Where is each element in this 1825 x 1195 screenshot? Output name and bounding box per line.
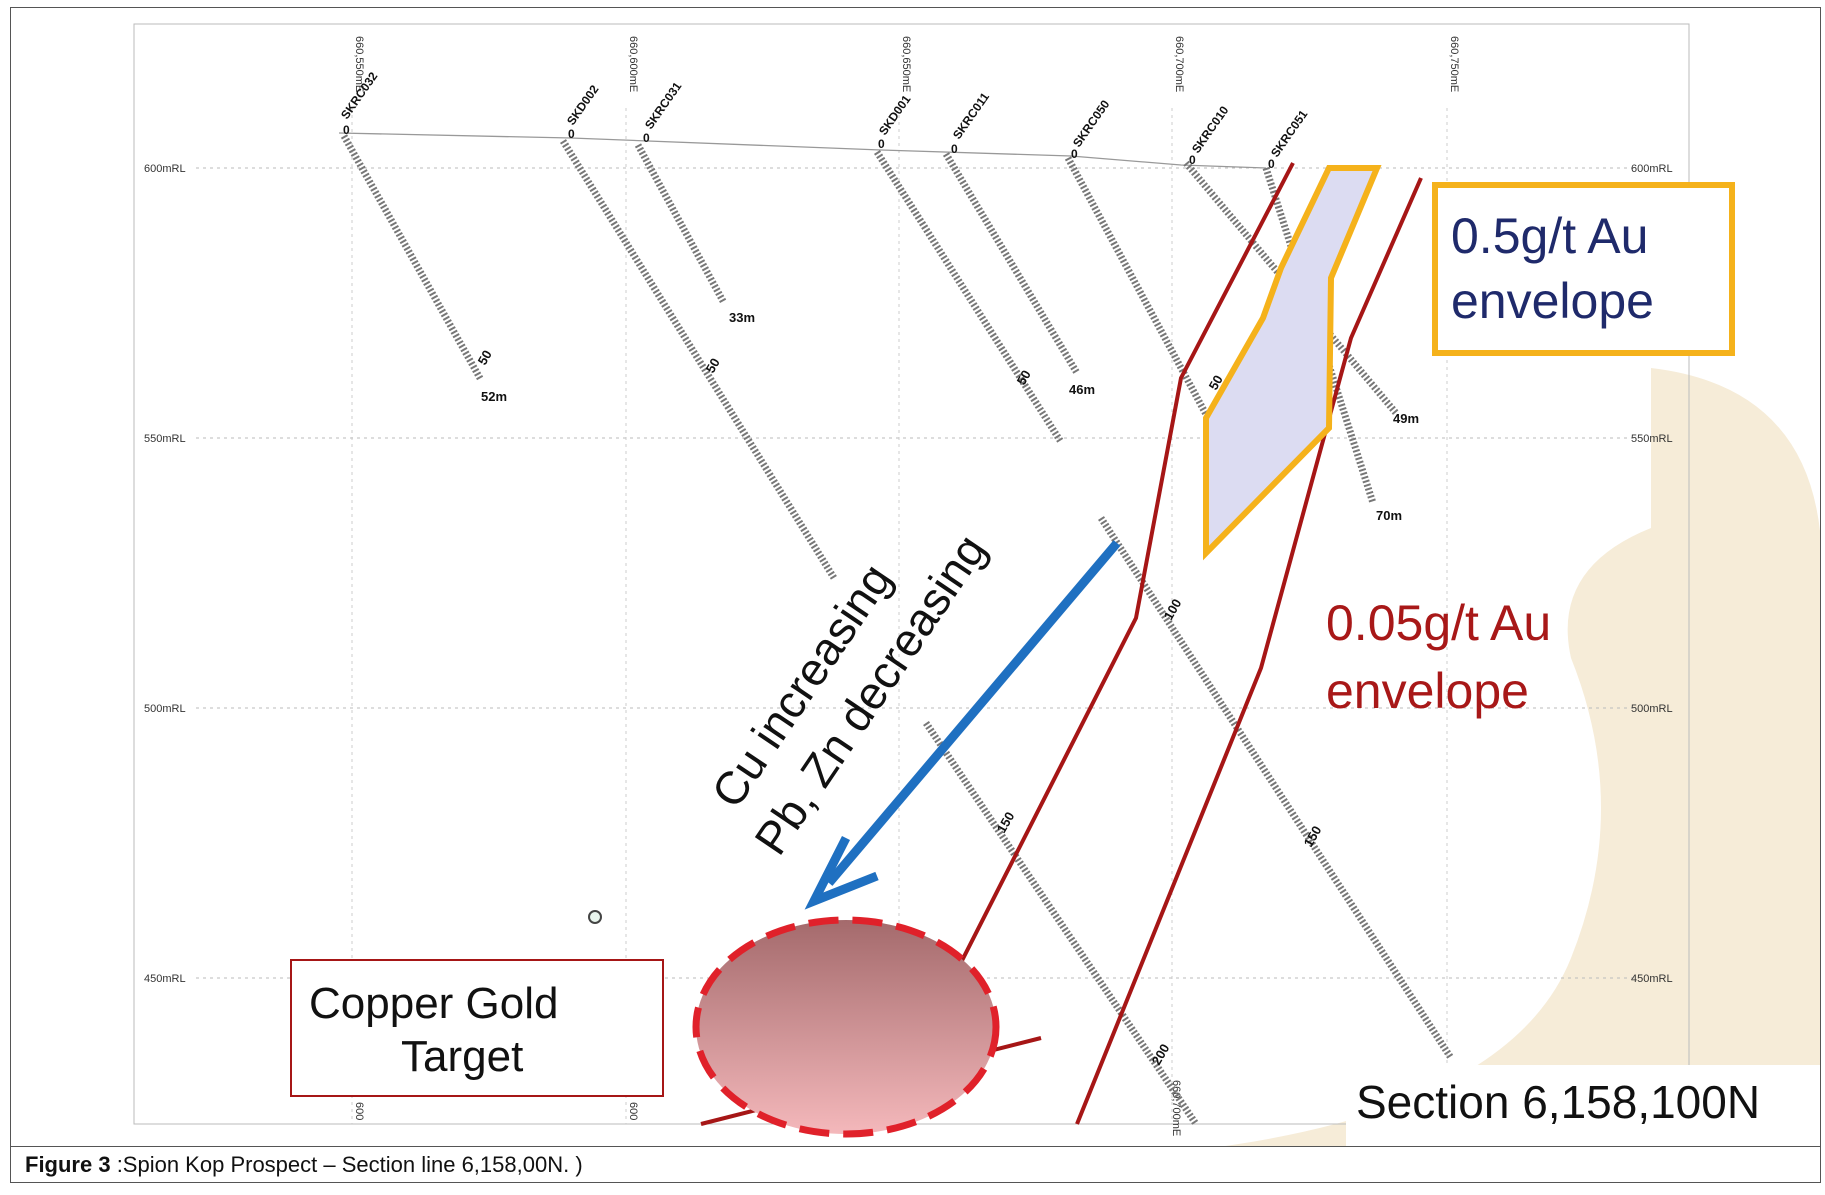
envelope-05-label-line1: 0.5g/t Au (1451, 208, 1648, 264)
envelope-005-label-line2: envelope (1326, 663, 1529, 719)
hole-collar-labels: 0 0 0 0 0 0 0 0 (343, 123, 1275, 171)
drillhole-trace-skrc032 (340, 134, 485, 382)
hole-label: SKRC011 (950, 90, 992, 142)
section-label-box (1346, 1065, 1820, 1146)
envelope-05-label-line2: envelope (1451, 273, 1654, 329)
rl-label-right: 450mRL (1631, 973, 1673, 985)
hole-label: SKRC010 (1189, 103, 1232, 156)
rl-label-right: 550mRL (1631, 433, 1673, 445)
survey-point (588, 910, 602, 924)
section-figure: 600mRL 550mRL 500mRL 450mRL 600mRL 550mR… (10, 7, 1821, 1147)
target-label-line2: Target (401, 1032, 523, 1081)
drillhole-trace-skrc011 (942, 152, 1081, 375)
collar-label: 0 (643, 131, 650, 145)
copper-gold-target-ellipse (692, 916, 1000, 1138)
depth-tick: 50 (703, 355, 723, 375)
easting-label-top: 660,650mE (900, 36, 912, 92)
easting-label-top: 660,750mE (1448, 36, 1460, 92)
end-depth: 70m (1376, 508, 1402, 523)
end-depth: 52m (481, 389, 507, 404)
rl-label-right: 500mRL (1631, 703, 1673, 715)
drillhole-traces (340, 134, 1454, 1126)
drillhole-trace-skd002 (560, 139, 837, 580)
cross-section-diagram: 600mRL 550mRL 500mRL 450mRL 600mRL 550mR… (133, 23, 1820, 1146)
easting-label-top: 660,600mE (627, 36, 639, 92)
rl-label-left: 450mRL (144, 973, 186, 985)
depth-tick: 50 (475, 347, 495, 367)
envelope-005-line-west (877, 162, 1295, 1125)
rl-label-left: 600mRL (144, 163, 186, 175)
easting-label-bottom: 600 (353, 1102, 365, 1120)
target-label-line1: Copper Gold (309, 979, 558, 1028)
easting-label-top: 660,550mE (353, 36, 365, 92)
envelope-005-line-east (1075, 177, 1423, 1125)
end-depth: 33m (729, 310, 755, 325)
topography-line (338, 132, 1267, 169)
collar-label: 0 (343, 123, 350, 137)
hole-label: SKD002 (564, 82, 602, 127)
hole-label: SKRC050 (1070, 97, 1113, 150)
rl-label-right: 600mRL (1631, 163, 1673, 175)
drillhole-trace-skd001 (874, 150, 1064, 444)
drillhole-trace-skrc050 (1064, 156, 1212, 420)
depth-tick: 100 (1161, 596, 1185, 622)
end-depth: 46m (1069, 382, 1095, 397)
easting-label-top: 660,700mE (1173, 36, 1185, 92)
envelope-05-polygon (1203, 165, 1382, 561)
collar-label: 0 (1268, 157, 1275, 171)
hole-label: SKD001 (876, 92, 914, 137)
collar-label: 0 (951, 142, 958, 156)
rl-label-left: 550mRL (144, 433, 186, 445)
figure-number: Figure 3 (25, 1152, 111, 1177)
target-label-box (290, 959, 664, 1097)
rl-label-left: 500mRL (144, 703, 186, 715)
drillhole-trace-skrc051 (1262, 166, 1377, 505)
envelope-05-label-box (1432, 182, 1735, 356)
figure-caption-text: :Spion Kop Prospect – Section line 6,158… (110, 1152, 583, 1177)
collar-label: 0 (878, 137, 885, 151)
watermark-logo (1224, 368, 1820, 1146)
envelope-005-label-line1: 0.05g/t Au (1326, 595, 1551, 651)
collar-label: 0 (1071, 147, 1078, 161)
depth-tick: 50 (1014, 367, 1034, 387)
rl-gridlines (196, 167, 1636, 979)
easting-label-bottom: 600 (627, 1102, 639, 1120)
drillhole-trace-skrc010 (1183, 160, 1399, 416)
trend-arrow-head (804, 835, 879, 910)
end-depth: 49m (1393, 411, 1419, 426)
section-label: Section 6,158,100N (1356, 1076, 1760, 1128)
drillhole-trace-deep-2 (923, 721, 1199, 1126)
drillhole-trace-skrc031 (634, 143, 728, 305)
hole-label: SKRC051 (1268, 107, 1311, 160)
drillhole-trace-deep-1 (1098, 516, 1454, 1060)
figure-caption: Figure 3 :Spion Kop Prospect – Section l… (10, 1147, 1821, 1183)
hole-label: SKRC031 (642, 79, 685, 132)
collar-label: 0 (1189, 153, 1196, 167)
trend-arrow-shaft (825, 540, 1121, 886)
collar-label: 0 (568, 127, 575, 141)
